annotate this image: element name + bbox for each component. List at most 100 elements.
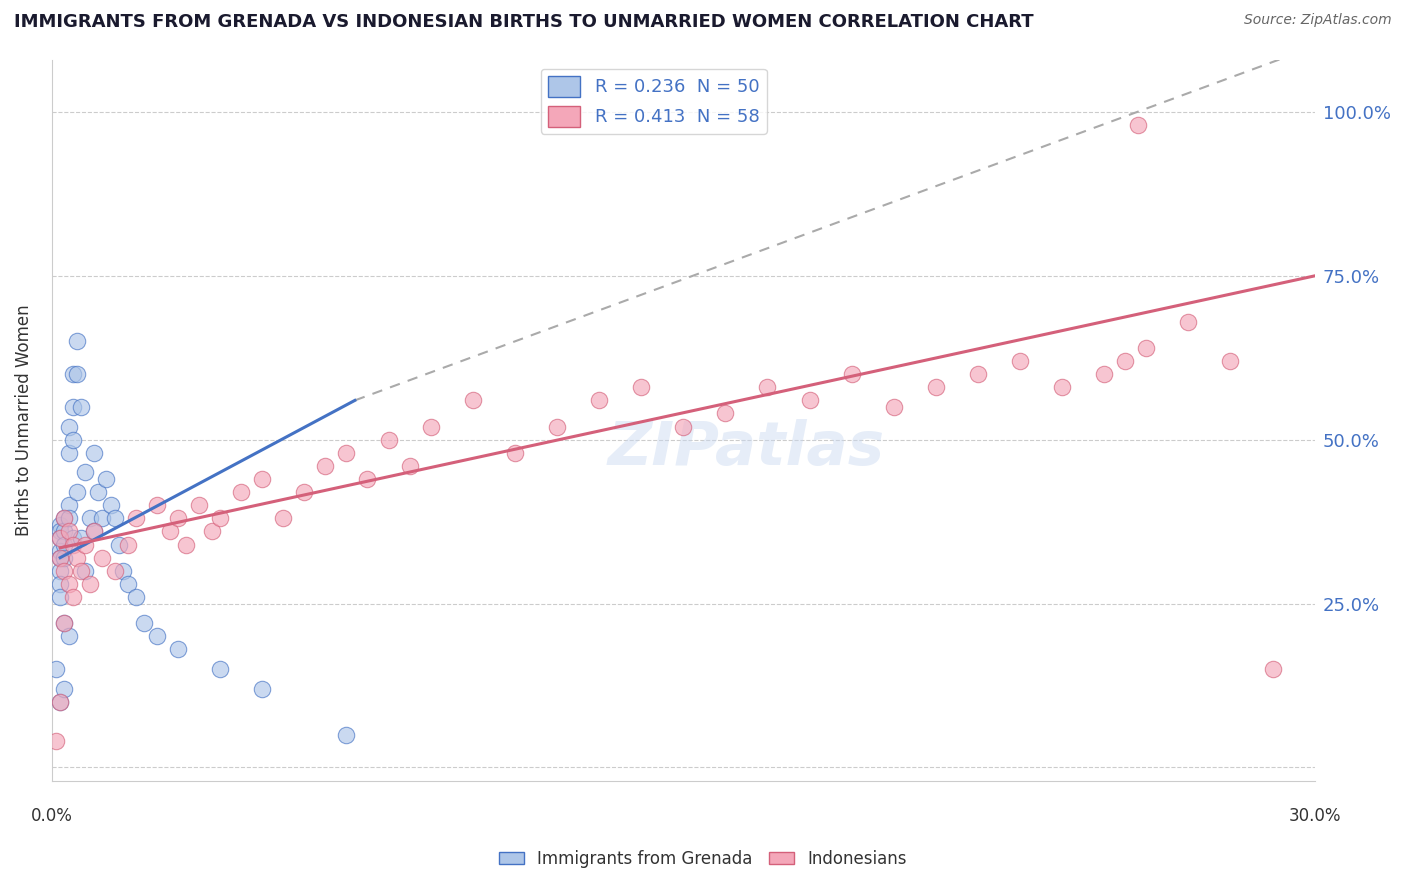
Point	[49, 550, 72, 565]
Point	[231, 485, 253, 500]
Point	[53, 681, 76, 696]
Point	[83, 524, 105, 539]
Point	[1092, 367, 1115, 381]
Point	[87, 485, 110, 500]
Point	[1219, 354, 1241, 368]
Point	[58, 524, 80, 539]
Text: 0.0%: 0.0%	[31, 806, 73, 825]
Point	[146, 629, 169, 643]
Point	[756, 380, 779, 394]
Point	[70, 400, 93, 414]
Point	[1261, 662, 1284, 676]
Point	[96, 472, 118, 486]
Point	[62, 531, 84, 545]
Point	[104, 511, 127, 525]
Point	[45, 662, 67, 676]
Point	[53, 511, 76, 525]
Point	[209, 662, 232, 676]
Point	[314, 458, 336, 473]
Point	[70, 564, 93, 578]
Point	[112, 564, 135, 578]
Point	[58, 419, 80, 434]
Point	[62, 433, 84, 447]
Point	[714, 407, 737, 421]
Point	[75, 538, 97, 552]
Point	[53, 524, 76, 539]
Point	[75, 466, 97, 480]
Y-axis label: Births to Unmarried Women: Births to Unmarried Women	[15, 304, 32, 536]
Point	[53, 616, 76, 631]
Point	[271, 511, 294, 525]
Point	[201, 524, 224, 539]
Legend: Immigrants from Grenada, Indonesians: Immigrants from Grenada, Indonesians	[492, 844, 914, 875]
Point	[588, 393, 610, 408]
Point	[53, 550, 76, 565]
Point	[49, 517, 72, 532]
Point	[58, 629, 80, 643]
Point	[83, 446, 105, 460]
Point	[49, 577, 72, 591]
Point	[66, 485, 89, 500]
Point	[967, 367, 990, 381]
Point	[461, 393, 484, 408]
Point	[70, 531, 93, 545]
Point	[546, 419, 568, 434]
Point	[630, 380, 652, 394]
Point	[75, 564, 97, 578]
Point	[125, 511, 148, 525]
Point	[209, 511, 232, 525]
Legend: R = 0.236  N = 50, R = 0.413  N = 58: R = 0.236 N = 50, R = 0.413 N = 58	[541, 69, 766, 134]
Point	[125, 590, 148, 604]
Point	[91, 511, 114, 525]
Point	[1008, 354, 1031, 368]
Point	[49, 524, 72, 539]
Point	[1126, 118, 1149, 132]
Text: IMMIGRANTS FROM GRENADA VS INDONESIAN BIRTHS TO UNMARRIED WOMEN CORRELATION CHAR: IMMIGRANTS FROM GRENADA VS INDONESIAN BI…	[14, 13, 1033, 31]
Point	[799, 393, 821, 408]
Point	[66, 334, 89, 349]
Point	[49, 550, 72, 565]
Point	[146, 498, 169, 512]
Point	[49, 544, 72, 558]
Point	[1177, 315, 1199, 329]
Point	[49, 531, 72, 545]
Point	[159, 524, 181, 539]
Text: ZIPatlas: ZIPatlas	[607, 419, 884, 478]
Point	[58, 511, 80, 525]
Point	[356, 472, 378, 486]
Point	[66, 367, 89, 381]
Point	[167, 642, 190, 657]
Point	[66, 550, 89, 565]
Point	[176, 538, 198, 552]
Point	[104, 564, 127, 578]
Point	[58, 577, 80, 591]
Point	[925, 380, 948, 394]
Point	[377, 433, 399, 447]
Point	[49, 564, 72, 578]
Point	[335, 446, 357, 460]
Point	[53, 538, 76, 552]
Point	[91, 550, 114, 565]
Text: 30.0%: 30.0%	[1288, 806, 1341, 825]
Point	[1050, 380, 1073, 394]
Point	[117, 538, 139, 552]
Point	[45, 734, 67, 748]
Point	[58, 498, 80, 512]
Point	[252, 681, 274, 696]
Point	[398, 458, 420, 473]
Point	[62, 400, 84, 414]
Point	[1114, 354, 1136, 368]
Point	[53, 511, 76, 525]
Point	[419, 419, 441, 434]
Point	[100, 498, 122, 512]
Point	[58, 446, 80, 460]
Point	[188, 498, 211, 512]
Point	[79, 511, 101, 525]
Point	[49, 590, 72, 604]
Point	[883, 400, 905, 414]
Point	[53, 616, 76, 631]
Point	[841, 367, 863, 381]
Point	[79, 577, 101, 591]
Point	[49, 695, 72, 709]
Point	[292, 485, 315, 500]
